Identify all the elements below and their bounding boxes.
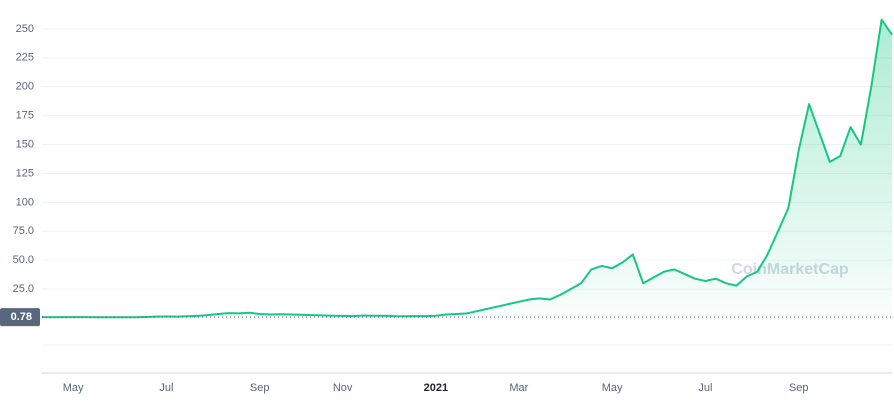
x-tick-label: Sep (250, 382, 270, 394)
price-line (41, 18, 893, 319)
x-tick-label: Nov (333, 382, 353, 394)
y-tick-label: 175 (16, 110, 34, 122)
y-tick-label: 200 (16, 81, 34, 93)
x-tick-label: May (602, 382, 623, 394)
area (42, 19, 892, 318)
reference-label: 0.78 (11, 311, 32, 323)
x-tick-label: May (63, 382, 84, 394)
x-tick-label: Mar (509, 382, 528, 394)
x-tick-label: 2021 (424, 382, 448, 394)
y-tick-label: 150 (16, 138, 34, 150)
y-tick-label: 225 (16, 52, 34, 64)
x-tick-label: Jul (698, 382, 712, 394)
y-tick-label: 25.0 (13, 283, 34, 295)
y-tick-label: 250 (16, 23, 34, 35)
y-tick-label: 75.0 (13, 225, 34, 237)
y-tick-label: 50.0 (13, 254, 34, 266)
y-tick-label: 100 (16, 196, 34, 208)
reference-label-box (0, 308, 40, 327)
y-tick-label: 125 (16, 167, 34, 179)
x-tick-label: Sep (789, 382, 809, 394)
x-tick-label: Jul (159, 382, 173, 394)
